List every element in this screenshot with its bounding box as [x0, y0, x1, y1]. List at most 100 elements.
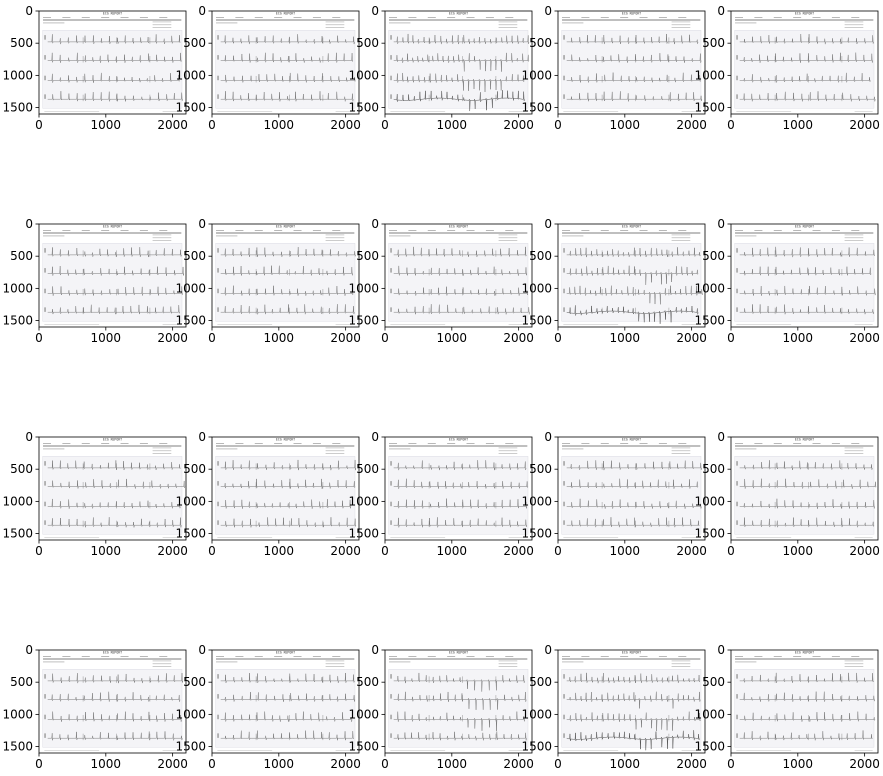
axes-frame — [211, 436, 360, 541]
y-tick-label: 0 — [25, 217, 33, 231]
ecg-panel: ECG REPORT 0 1000 2000 0 500 1000 1500 — [348, 430, 533, 558]
y-tick-label: 500 — [529, 36, 552, 50]
ecg-lead-label — [44, 714, 46, 720]
y-tick-label: 1500 — [175, 101, 206, 115]
x-tick-label: 0 — [554, 118, 562, 132]
x-tick-label: 1000 — [783, 118, 814, 132]
ecg-lead-label — [44, 55, 46, 60]
x-tick-label: 0 — [208, 544, 216, 558]
ecg-lead-label — [44, 288, 46, 294]
ecg-lead-label — [44, 520, 46, 525]
ecg-lead-label — [390, 55, 392, 60]
ecg-lead-trace — [220, 91, 354, 102]
x-tick-label: 1000 — [437, 118, 468, 132]
ecg-lead-trace — [739, 498, 875, 509]
ecg-lead-label — [563, 75, 565, 81]
ecg-grid-paper — [215, 456, 356, 535]
x-tick-label: 0 — [381, 331, 389, 345]
ecg-lead-trace — [739, 517, 875, 528]
ecg-lead-trace — [739, 304, 874, 315]
x-tick-label: 2000 — [503, 757, 534, 771]
ecg-lead-label — [390, 268, 392, 273]
y-tick-label: 0 — [371, 4, 379, 18]
ecg-lead-trace — [566, 517, 700, 528]
y-tick-label: 1000 — [694, 68, 725, 82]
y-tick-label: 1000 — [521, 494, 552, 508]
ecg-lead-trace — [393, 691, 527, 710]
ecg-lead-trace — [566, 730, 700, 751]
axes-frame — [730, 649, 879, 754]
ecg-panel: ECG REPORT 0 1000 2000 0 500 1000 1500 — [2, 430, 187, 558]
y-tick-label: 0 — [544, 217, 552, 231]
y-tick-label: 1500 — [521, 314, 552, 328]
ecg-lead-trace — [393, 72, 525, 92]
y-tick-label: 0 — [371, 217, 379, 231]
ecg-lead-label — [390, 288, 392, 294]
axes-frame — [557, 223, 706, 328]
ecg-header-title: ECG REPORT — [276, 651, 295, 655]
ecg-lead-label — [217, 520, 219, 525]
x-tick-label: 1000 — [437, 331, 468, 345]
ecg-grid-paper — [215, 669, 356, 748]
ecg-lead-label — [44, 75, 46, 81]
ecg-panel: ECG REPORT 0 1000 2000 0 500 1000 1500 — [348, 643, 533, 771]
axes-frame — [384, 10, 533, 115]
ecg-panel: ECG REPORT 0 1000 2000 0 500 1000 1500 — [694, 643, 879, 771]
ecg-lead-label — [736, 674, 738, 679]
ecg-lead-trace — [566, 72, 701, 83]
y-tick-label: 1500 — [694, 740, 725, 754]
x-tick-label: 0 — [208, 331, 216, 345]
ecg-panel: ECG REPORT 0 1000 2000 0 500 1000 1500 — [175, 217, 360, 345]
ecg-lead-trace — [566, 247, 701, 258]
x-tick-label: 1000 — [264, 331, 295, 345]
x-tick-label: 2000 — [849, 544, 880, 558]
x-tick-label: 2000 — [157, 331, 188, 345]
ecg-lead-label — [44, 94, 46, 99]
ecg-lead-trace — [47, 691, 181, 702]
ecg-lead-trace — [739, 72, 871, 83]
ecg-lead-label — [390, 75, 392, 81]
ecg-lead-trace — [47, 266, 185, 276]
y-tick-label: 500 — [529, 462, 552, 476]
ecg-lead-label — [736, 94, 738, 99]
ecg-lead-trace — [566, 498, 702, 509]
x-tick-label: 1000 — [783, 757, 814, 771]
y-tick-label: 0 — [544, 4, 552, 18]
axes-frame — [384, 436, 533, 541]
ecg-lead-trace — [393, 90, 525, 112]
x-tick-label: 0 — [727, 118, 735, 132]
y-tick-label: 1000 — [175, 68, 206, 82]
ecg-lead-label — [736, 481, 738, 486]
ecg-header-title: ECG REPORT — [276, 225, 295, 229]
ecg-panel: ECG REPORT 0 1000 2000 0 500 1000 1500 — [175, 430, 360, 558]
ecg-lead-label — [44, 501, 46, 507]
y-tick-label: 0 — [717, 430, 725, 444]
x-tick-label: 2000 — [157, 544, 188, 558]
x-tick-label: 1000 — [610, 118, 641, 132]
ecg-lead-trace — [393, 286, 528, 296]
ecg-panel: ECG REPORT 0 1000 2000 0 500 1000 1500 — [521, 217, 706, 345]
ecg-lead-label — [563, 481, 565, 486]
ecg-lead-label — [563, 461, 565, 466]
y-tick-label: 1500 — [2, 740, 33, 754]
ecg-lead-label — [217, 94, 219, 99]
y-tick-label: 500 — [702, 462, 725, 476]
y-tick-label: 1500 — [521, 740, 552, 754]
ecg-lead-label — [44, 694, 46, 699]
ecg-lead-trace — [566, 305, 699, 324]
y-tick-label: 1500 — [175, 314, 206, 328]
ecg-grid-paper — [388, 243, 529, 322]
ecg-lead-trace — [47, 72, 180, 83]
ecg-lead-label — [217, 501, 219, 507]
y-tick-label: 0 — [25, 430, 33, 444]
y-tick-label: 1500 — [175, 527, 206, 541]
ecg-header-title: ECG REPORT — [103, 651, 122, 655]
ecg-grid-paper — [388, 456, 529, 535]
axes-frame — [211, 649, 360, 754]
ecg-lead-label — [563, 307, 565, 312]
ecg-header-title: ECG REPORT — [103, 438, 122, 442]
ecg-lead-trace — [566, 691, 701, 709]
y-tick-label: 500 — [702, 36, 725, 50]
y-tick-label: 500 — [10, 36, 33, 50]
x-tick-label: 2000 — [849, 757, 880, 771]
